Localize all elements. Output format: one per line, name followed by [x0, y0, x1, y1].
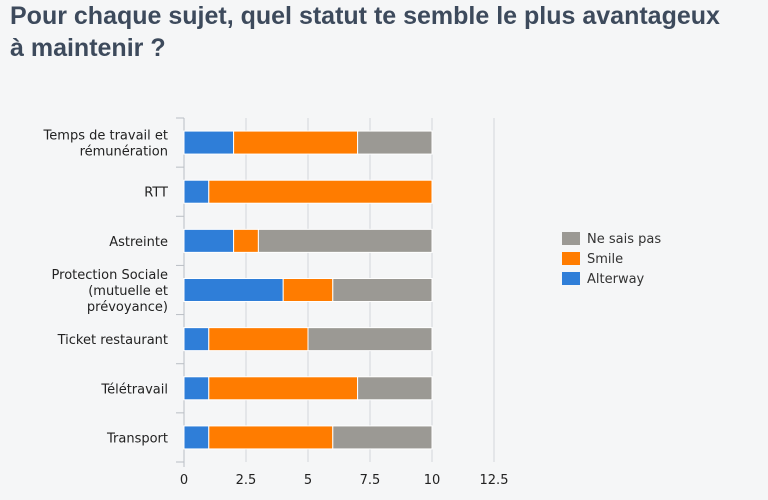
legend-label[interactable]: Smile	[587, 252, 623, 267]
bar-smile[interactable]	[208, 425, 334, 450]
bar-ne-sais-pas[interactable]	[257, 228, 433, 253]
legend-label[interactable]: Alterway	[587, 272, 645, 287]
chart-title: Pour chaque sujet, quel statut te semble…	[10, 2, 720, 62]
legend-swatch	[562, 272, 580, 285]
category-label: Protection Sociale (mutuelle et prévoyance…	[52, 268, 168, 315]
bar-smile[interactable]	[233, 228, 259, 253]
category-labels: Temps de travail et rémunération RTT Astrei…	[43, 129, 169, 447]
bar-smile[interactable]	[282, 278, 334, 302]
bar-alterway[interactable]	[183, 327, 210, 352]
bar-ne-sais-pas[interactable]	[307, 327, 433, 352]
x-tick-label: 10	[424, 473, 441, 488]
legend-swatch	[562, 252, 580, 265]
category-label: Ticket restaurant	[57, 333, 168, 348]
bar-ne-sais-pas[interactable]	[332, 278, 433, 302]
legend-label[interactable]: Ne sais pas	[587, 232, 661, 247]
bar-ne-sais-pas[interactable]	[332, 425, 433, 450]
x-tick-label: 7.5	[360, 473, 381, 488]
legend[interactable]: Ne sais pas Smile Alterway	[562, 232, 661, 287]
category-label: Astreinte	[109, 235, 168, 250]
bar-alterway[interactable]	[183, 376, 210, 401]
bar-ne-sais-pas[interactable]	[357, 130, 433, 155]
bar-smile[interactable]	[208, 179, 433, 204]
bar-smile[interactable]	[233, 130, 359, 155]
bar-alterway[interactable]	[183, 130, 235, 155]
x-tick-label: 12.5	[480, 473, 509, 488]
bar-alterway[interactable]	[183, 278, 284, 302]
category-label: Télétravail	[100, 382, 168, 397]
bars-layer	[183, 130, 433, 450]
category-label: Transport	[106, 431, 168, 446]
legend-swatch	[562, 232, 580, 245]
bar-smile[interactable]	[208, 327, 309, 352]
category-label: Temps de travail et rémunération	[43, 129, 168, 160]
bar-alterway[interactable]	[183, 228, 235, 253]
x-tick-label: 2.5	[236, 473, 257, 488]
x-tick-label: 5	[304, 473, 312, 488]
bar-alterway[interactable]	[183, 179, 210, 204]
bar-smile[interactable]	[208, 376, 359, 401]
x-tick-label: 0	[180, 473, 188, 488]
bar-alterway[interactable]	[183, 425, 210, 450]
category-label: RTT	[144, 186, 168, 201]
x-tick-labels: 0 2.5 5 7.5 10 12.5	[180, 473, 509, 488]
bar-ne-sais-pas[interactable]	[357, 376, 433, 401]
